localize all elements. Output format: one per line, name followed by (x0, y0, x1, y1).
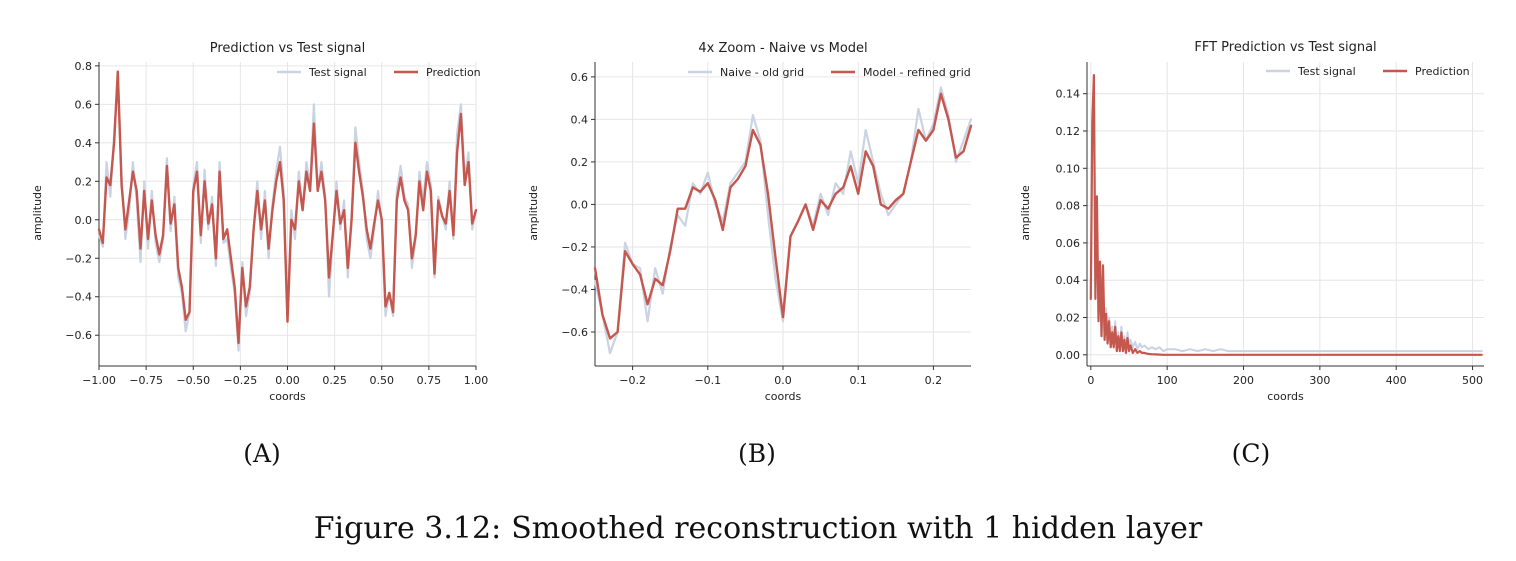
y-tick-label: 0.0 (75, 214, 93, 227)
y-tick-label: 0.04 (1056, 274, 1081, 287)
y-tick-label: 0.06 (1056, 237, 1081, 250)
y-axis-label: amplitude (1019, 185, 1032, 241)
subfigure-label: (A) (243, 439, 281, 468)
y-tick-label: 0.2 (571, 156, 589, 169)
series-line-prediction (1089, 73, 1483, 356)
y-tick-label: 0.08 (1056, 200, 1081, 213)
caption-label: Figure 3.12: (314, 511, 501, 546)
y-tick-label: 0.12 (1056, 125, 1081, 138)
x-tick-label: 0 (1087, 374, 1094, 387)
series-line-test (1089, 92, 1483, 353)
chart-title: FFT Prediction vs Test signal (1194, 40, 1376, 55)
y-tick-label: 0.00 (1056, 349, 1081, 362)
chart-panel-b: −0.2 −0.1 0.0 0.1 0.2 −0.6 −0.4 −0.2 0.0 0.2 0.4 0.… (527, 41, 973, 468)
x-tick-label: 500 (1462, 374, 1483, 387)
y-tick-label: 0.6 (571, 71, 589, 84)
y-tick-label: 0.0 (571, 198, 589, 211)
series-line-prediction (97, 70, 478, 345)
x-tick-label: 0.50 (370, 374, 395, 387)
x-tick-label: −0.2 (619, 374, 646, 387)
y-tick-label: 0.10 (1056, 162, 1081, 175)
x-tick-label: −0.50 (176, 374, 210, 387)
y-tick-label: −0.6 (561, 326, 588, 339)
x-tick-label: 0.1 (849, 374, 867, 387)
y-tick-label: 0.4 (571, 113, 589, 126)
subfigure-label: (B) (738, 439, 776, 468)
x-tick-label: −0.25 (224, 374, 258, 387)
chart-panel-c: 0 100 200 300 400 500 0.00 0.02 0.04 0.06 0.08 0.10… (1019, 40, 1484, 468)
y-axis-label: amplitude (527, 185, 540, 241)
x-tick-label: 0.25 (322, 374, 347, 387)
chart-title: 4x Zoom - Naive vs Model (698, 41, 867, 56)
x-tick-label: 1.00 (464, 374, 489, 387)
legend-label-test: Test signal (1297, 65, 1356, 78)
y-tick-label: −0.4 (65, 291, 92, 304)
y-tick-label: 0.2 (75, 175, 93, 188)
x-tick-label: 0.75 (417, 374, 442, 387)
subfigure-label: (C) (1232, 439, 1271, 468)
x-tick-label: −0.1 (694, 374, 721, 387)
caption-text: Smoothed reconstruction with 1 hidden la… (511, 511, 1203, 546)
series-line-prediction (593, 92, 973, 340)
x-tick-label: 300 (1309, 374, 1330, 387)
x-tick-label: 100 (1157, 374, 1178, 387)
y-tick-label: 0.8 (75, 60, 93, 73)
y-axis-label: amplitude (31, 185, 44, 241)
x-tick-label: 200 (1233, 374, 1254, 387)
y-tick-label: 0.14 (1056, 88, 1081, 101)
legend-label-prediction: Prediction (1415, 65, 1470, 78)
x-tick-label: −1.00 (82, 374, 116, 387)
x-tick-label: 0.2 (925, 374, 943, 387)
x-tick-label: 0.0 (774, 374, 792, 387)
y-tick-label: −0.6 (65, 329, 92, 342)
y-tick-label: 0.4 (75, 137, 93, 150)
legend-label-test: Naive - old grid (720, 66, 804, 79)
y-tick-label: 0.6 (75, 98, 93, 111)
legend-label-test: Test signal (308, 66, 367, 79)
y-tick-label: −0.2 (65, 252, 92, 265)
x-axis-label: coords (765, 390, 802, 403)
x-tick-label: 0.00 (275, 374, 300, 387)
figure-caption: Figure 3.12: Smoothed reconstruction with… (314, 511, 1203, 546)
x-axis-label: coords (269, 390, 306, 403)
legend-label-prediction: Model - refined grid (863, 66, 971, 79)
chart-title: Prediction vs Test signal (210, 41, 366, 56)
chart-panel-a: −1.00 −0.75 −0.50 −0.25 0.00 0.25 0.50 0.75 1.00… (31, 41, 488, 468)
x-axis-label: coords (1267, 390, 1304, 403)
legend-label-prediction: Prediction (426, 66, 481, 79)
x-tick-label: −0.75 (129, 374, 163, 387)
y-tick-label: −0.2 (561, 241, 588, 254)
y-tick-label: 0.02 (1056, 312, 1081, 325)
panels: −1.00 −0.75 −0.50 −0.25 0.00 0.25 0.50 0.75 1.00… (31, 40, 1484, 468)
y-tick-label: −0.4 (561, 283, 588, 296)
x-tick-label: 400 (1386, 374, 1407, 387)
